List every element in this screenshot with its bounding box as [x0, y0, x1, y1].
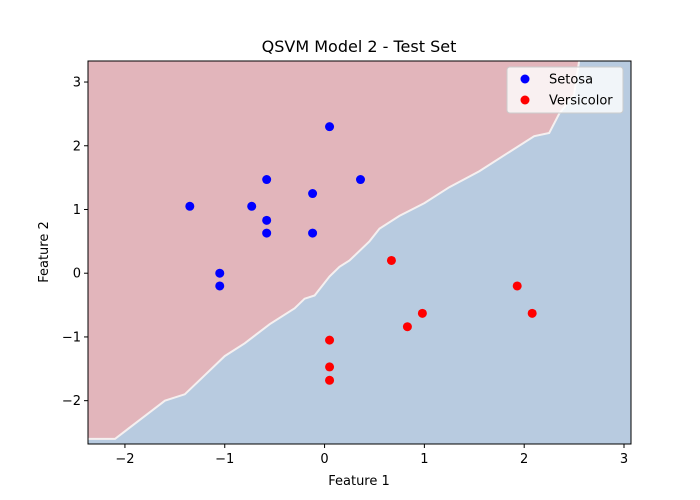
legend-label-setosa: Setosa [549, 73, 593, 88]
setosa-point [325, 122, 335, 132]
legend: Setosa Versicolor [506, 66, 624, 114]
setosa-point [262, 228, 272, 238]
y-tick-label: 0 [73, 267, 81, 282]
versicolor-point [325, 375, 335, 385]
versicolor-point [325, 335, 335, 345]
setosa-point [308, 228, 318, 238]
decision-boundary-line [88, 60, 581, 440]
y-tick-label: 3 [73, 76, 81, 91]
plot-area [88, 60, 631, 444]
points-layer [185, 122, 537, 385]
setosa-point [262, 215, 272, 225]
versicolor-point [527, 308, 537, 318]
legend-label-versicolor: Versicolor [549, 94, 613, 109]
x-axis-label: Feature 1 [328, 474, 390, 489]
x-tick-label: 3 [620, 452, 628, 467]
x-tick-label: 1 [420, 452, 428, 467]
region-lower [88, 61, 631, 444]
x-tick-label: −1 [215, 452, 234, 467]
y-tick-label: 2 [73, 139, 81, 154]
versicolor-point [402, 322, 412, 332]
setosa-point [247, 201, 257, 211]
legend-marker-versicolor [520, 95, 530, 105]
setosa-point [215, 268, 225, 278]
versicolor-point [417, 308, 427, 318]
legend-items: Setosa Versicolor [520, 73, 613, 109]
setosa-point [355, 175, 365, 185]
legend-marker-setosa [520, 74, 530, 84]
x-tick-label: −2 [115, 452, 134, 467]
region-versicolor-setosa-upper [88, 61, 580, 439]
versicolor-point [512, 281, 522, 291]
y-tick-label: 1 [73, 203, 81, 218]
setosa-point [262, 175, 272, 185]
y-axis-label: Feature 2 [37, 221, 52, 283]
versicolor-point [325, 362, 335, 372]
x-tick-label: 0 [320, 452, 328, 467]
setosa-point [215, 281, 225, 291]
versicolor-point [386, 255, 396, 265]
x-tick-label: 2 [520, 452, 528, 467]
chart-title: QSVM Model 2 - Test Set [262, 37, 457, 56]
plot-frame [87, 60, 632, 445]
setosa-point [308, 189, 318, 199]
y-tick-label: −2 [62, 394, 81, 409]
y-tick-label: −1 [62, 330, 81, 345]
legend-box [506, 66, 624, 114]
y-axis: −2 −1 0 1 2 3 [62, 76, 88, 409]
x-axis: −2 −1 0 1 2 3 [115, 444, 628, 467]
setosa-point [185, 201, 195, 211]
